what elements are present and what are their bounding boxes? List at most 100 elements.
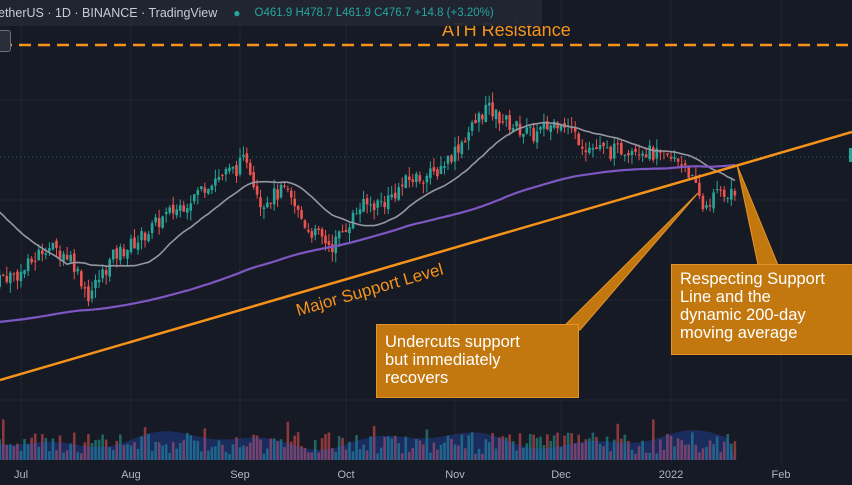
candle-body (140, 231, 143, 241)
candle-body (612, 143, 616, 159)
volume-bar (627, 440, 630, 460)
candle-body (694, 175, 698, 183)
candle-body (559, 124, 563, 131)
volume-bar (129, 445, 133, 460)
candle-body (119, 246, 122, 261)
candle-body (154, 217, 157, 223)
candle-body (730, 188, 733, 200)
volume-bar (303, 447, 307, 460)
volume-bar (272, 438, 276, 460)
volume-bar (255, 435, 259, 460)
time-axis[interactable]: Jul Aug Sep Oct Nov Dec 2022 Feb (14, 469, 791, 481)
volume-bar (676, 438, 680, 460)
volume-bar (51, 438, 55, 460)
volume-bar (104, 439, 108, 460)
volume-bar (192, 440, 196, 460)
volume-bar (542, 445, 546, 460)
volume-bar (76, 452, 80, 460)
volume-bar (591, 432, 595, 460)
volume-bar (491, 433, 494, 460)
volume-bar (535, 437, 539, 460)
candle-body (307, 229, 310, 232)
candle-body (680, 164, 683, 166)
volume-bar (207, 450, 210, 460)
candle-body (598, 144, 602, 149)
candle-body (453, 146, 457, 162)
volume-bar (231, 444, 235, 460)
volume-bar (546, 434, 549, 460)
volume-bar (602, 446, 605, 460)
candle-body (182, 205, 186, 212)
candle-body (719, 189, 722, 191)
candle-body (460, 142, 464, 155)
time-axis-tick-label: Dec (551, 469, 571, 481)
volume-bar (214, 446, 217, 460)
candle-body (217, 176, 221, 180)
candle-body (687, 165, 691, 178)
volume-bar (161, 445, 164, 460)
candle-body (712, 192, 715, 209)
candle-body (80, 271, 83, 287)
volume-bar (126, 443, 129, 460)
candle-body (588, 147, 591, 153)
candle-body (150, 223, 154, 234)
time-axis-tick-label: Feb (772, 469, 791, 481)
time-axis-tick-label: 2022 (659, 469, 683, 481)
volume-bar (245, 446, 249, 460)
candle-body (362, 199, 365, 212)
volume-bar (307, 452, 310, 460)
candle-body (376, 200, 379, 208)
candle-body (101, 269, 104, 279)
candle-body (189, 203, 193, 211)
candle-body (546, 121, 549, 130)
candle-body (126, 249, 129, 259)
volume-bar (733, 441, 737, 460)
volume-bar (55, 450, 58, 460)
candle-body (415, 173, 418, 183)
candle-body (584, 150, 588, 153)
candle-body (446, 156, 450, 164)
candle-body (393, 192, 397, 199)
candle-body (474, 120, 477, 123)
volume-bar (623, 434, 627, 460)
volume-bar (69, 443, 72, 460)
candle-body (164, 211, 168, 215)
volume-bar (80, 453, 83, 460)
candle-body (439, 165, 443, 175)
collapse-handle-icon[interactable] (0, 30, 11, 52)
time-axis-tick-label: Oct (337, 469, 354, 481)
candle-body (481, 114, 484, 120)
candle-body (289, 190, 293, 198)
candle-body (400, 184, 404, 187)
major-support-line (0, 130, 852, 382)
volume-bar (203, 428, 207, 460)
callout-undercut: Undercuts support but immediately recove… (376, 324, 579, 398)
market-status-icon: ● (233, 6, 241, 20)
volume-bar (369, 436, 372, 460)
candle-body (669, 156, 673, 159)
volume-bar (40, 434, 44, 460)
volume-bar (666, 433, 669, 460)
candle-body (276, 189, 279, 200)
candle-body (341, 231, 344, 233)
time-axis-tick-label: Nov (445, 469, 465, 481)
candle-body (620, 143, 623, 155)
volume-bar (90, 443, 94, 460)
volume-bar (5, 444, 9, 460)
candle-body (422, 182, 425, 184)
symbol-label[interactable]: etherUS · 1D · BINANCE · TradingView (0, 6, 218, 20)
candle-body (351, 212, 355, 229)
volume-bar (637, 445, 641, 460)
candle-body (175, 209, 179, 216)
candle-body (573, 128, 577, 132)
volume-bar (439, 444, 443, 460)
volume-bar (494, 448, 498, 460)
volume-bar (698, 452, 701, 460)
volume-bar (317, 452, 320, 460)
volume-bar (726, 434, 730, 460)
volume-bar (355, 434, 358, 460)
candle-body (432, 167, 436, 172)
candle-body (37, 249, 41, 261)
candle-body (365, 198, 369, 205)
